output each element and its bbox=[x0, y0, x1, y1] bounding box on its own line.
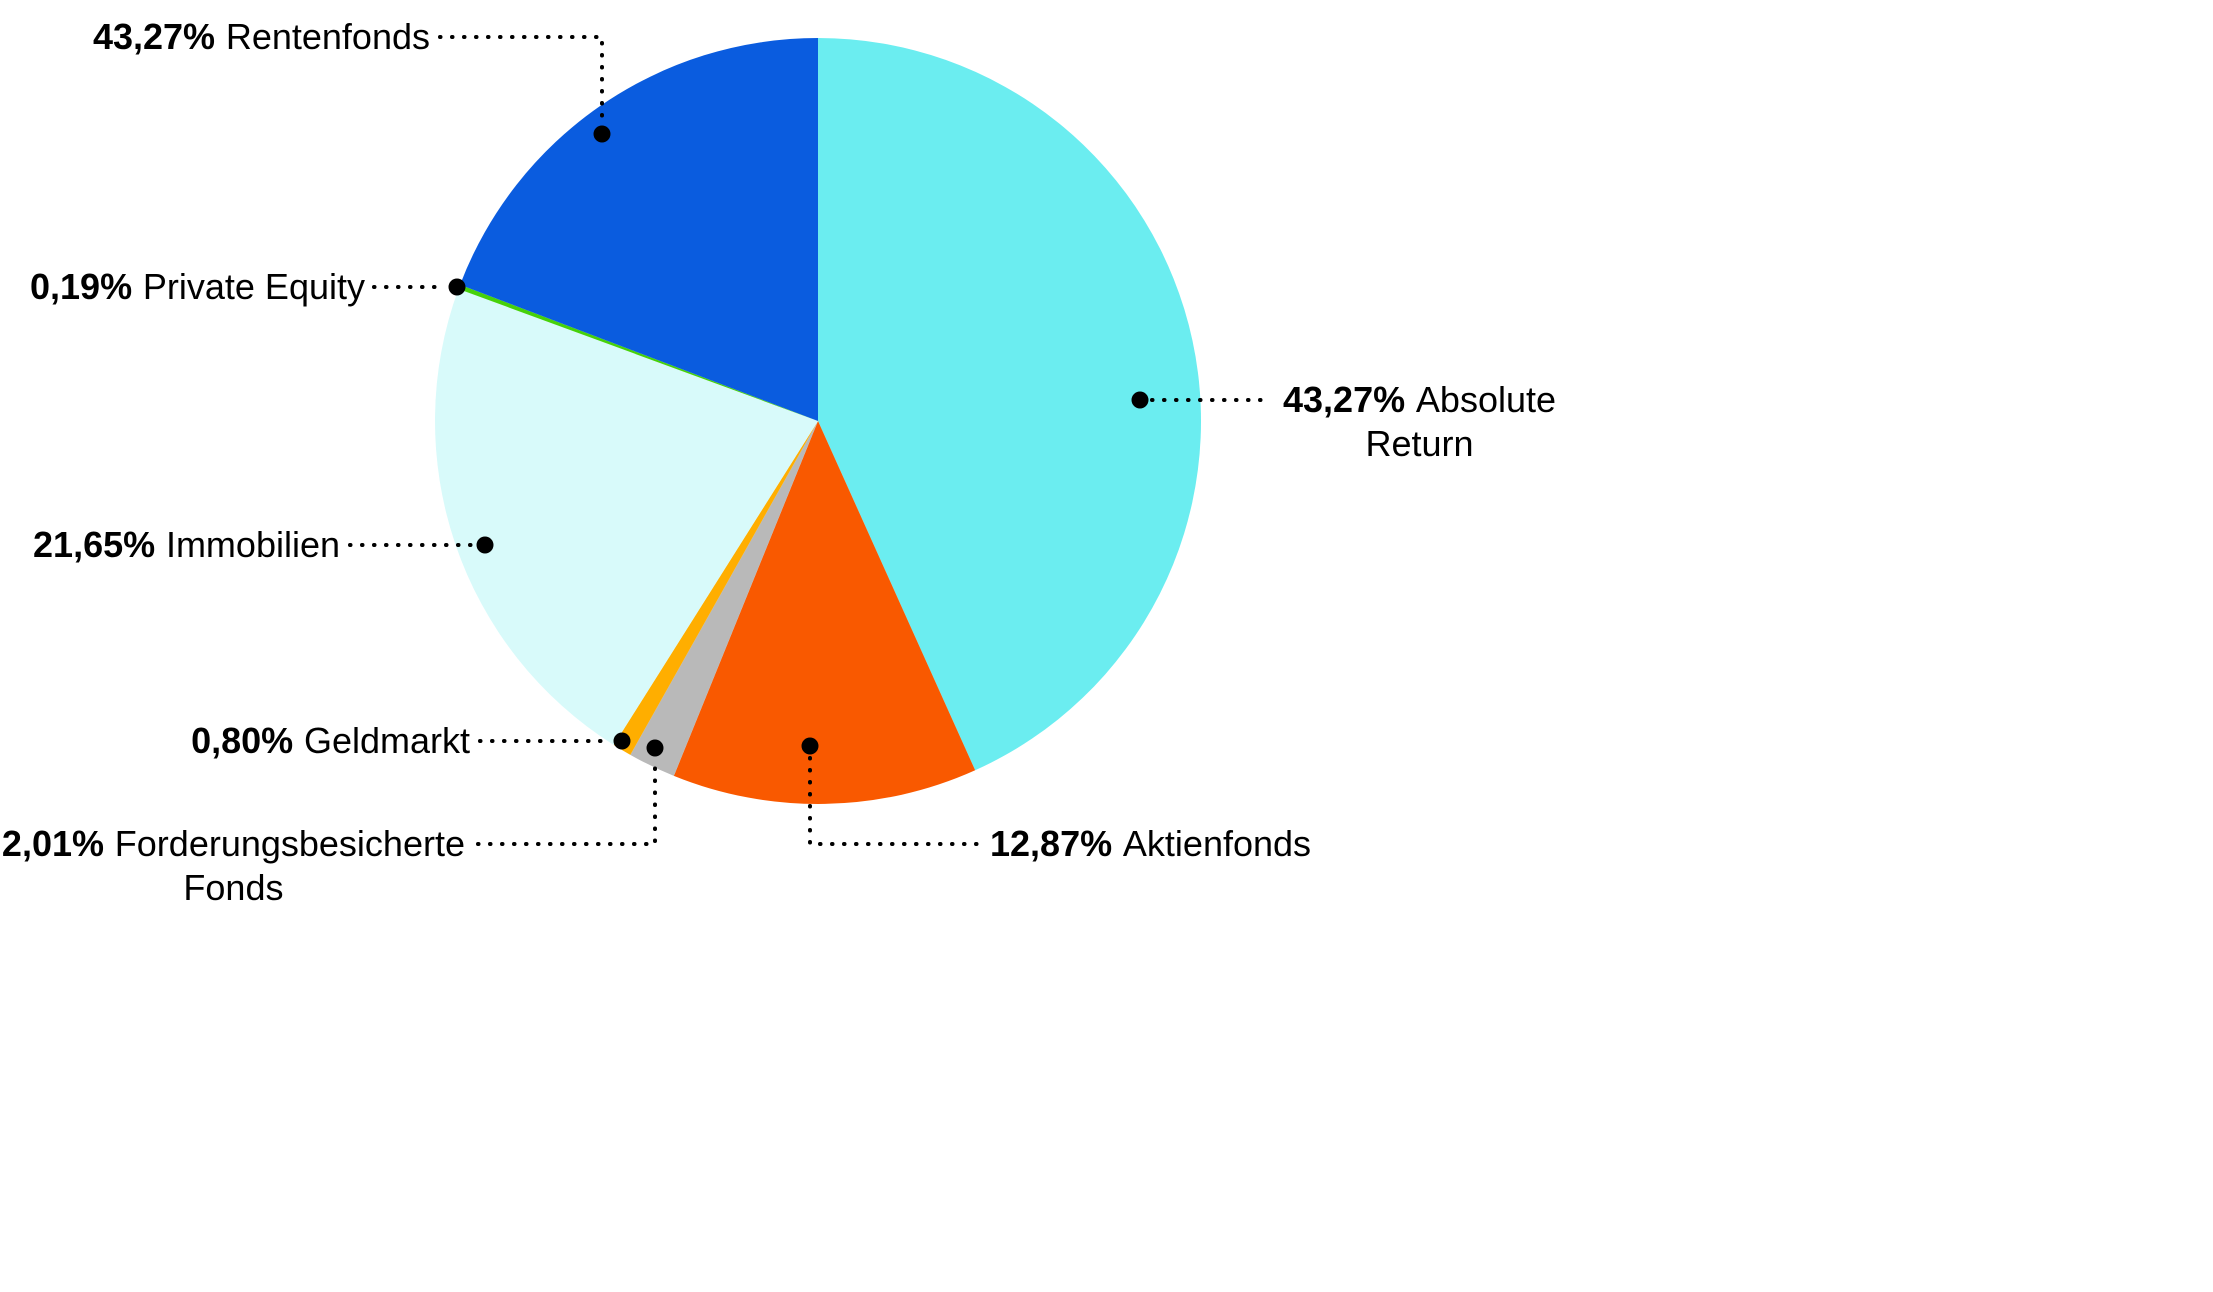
callout-label-aktienfonds: 12,87% Aktienfonds bbox=[990, 822, 1311, 866]
callout-label-private-equity: 0,19% Private Equity bbox=[30, 265, 365, 309]
callout-label-absolute-return: 43,27% Absolute Return bbox=[1283, 378, 1556, 466]
leader-line-aktienfonds bbox=[808, 756, 980, 846]
callout-leader-lines bbox=[348, 35, 1272, 846]
callout-label-forderungsbesicherte-fonds: 2,01% Forderungsbesicherte Fonds bbox=[2, 822, 465, 910]
pie-slice-aktienfonds bbox=[673, 421, 976, 805]
percent-value: 12,87% bbox=[990, 823, 1113, 864]
segment-name: Forderungsbesicherte bbox=[114, 823, 465, 864]
callout-line-1: 2,01% Forderungsbesicherte bbox=[2, 822, 465, 866]
percent-value: 0,80% bbox=[191, 720, 294, 761]
callout-label-immobilien: 21,65% Immobilien bbox=[33, 523, 340, 567]
pie-slice-absolute-return bbox=[818, 38, 1202, 771]
percent-value: 2,01% bbox=[1, 823, 104, 864]
percent-value: 21,65% bbox=[33, 524, 156, 565]
callout-label-geldmarkt: 0,80% Geldmarkt bbox=[191, 719, 470, 763]
percent-value: 0,19% bbox=[30, 266, 133, 307]
segment-name: Private Equity bbox=[142, 266, 365, 307]
callout-dot-immobilien bbox=[476, 536, 494, 554]
leader-line-rentenfonds bbox=[438, 35, 604, 124]
segment-name: Geldmarkt bbox=[303, 720, 470, 761]
pie-slices bbox=[434, 38, 1202, 805]
percent-value: 43,27% bbox=[92, 16, 216, 57]
pie-slice-geldmarkt bbox=[613, 421, 818, 755]
callout-dot-private-equity bbox=[448, 278, 466, 296]
pie-slice-forderungsbesicherte-fonds bbox=[630, 421, 818, 776]
leader-line-forderungsbesicherte-fonds bbox=[476, 758, 657, 846]
percent-value: 43,27% bbox=[1283, 379, 1406, 420]
callout-dot-geldmarkt bbox=[613, 732, 631, 750]
segment-name: Aktienfonds bbox=[1122, 823, 1312, 864]
callout-dot-aktienfonds bbox=[801, 737, 819, 755]
pie-slice-immobilien bbox=[434, 289, 818, 746]
pie-slice-rentenfonds bbox=[460, 38, 818, 421]
callout-label-rentenfonds: 43,27% Rentenfonds bbox=[93, 15, 430, 59]
segment-name-line-2: Fonds bbox=[183, 867, 284, 908]
callout-dot-rentenfonds bbox=[593, 125, 611, 143]
callout-dot-absolute-return bbox=[1131, 391, 1149, 409]
pie-slice-private-equity bbox=[458, 284, 818, 421]
callout-dot-forderungsbesicherte-fonds bbox=[646, 739, 664, 757]
segment-name: Rentenfonds bbox=[225, 16, 430, 57]
segment-name: Immobilien bbox=[165, 524, 340, 565]
callout-line-1: 43,27% Absolute bbox=[1283, 378, 1556, 422]
segment-name: Absolute bbox=[1415, 379, 1557, 420]
segment-name-line-2: Return bbox=[1365, 423, 1474, 464]
